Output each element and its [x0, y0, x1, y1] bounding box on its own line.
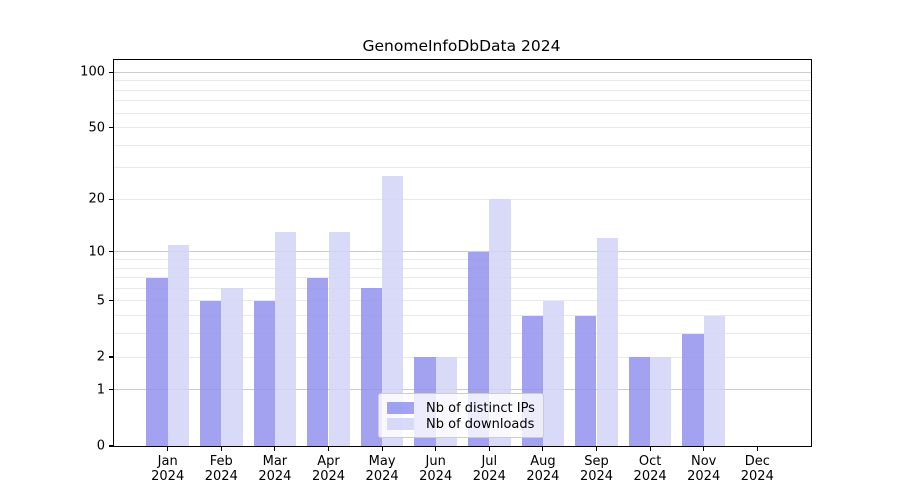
y-tick-mark-2 — [109, 356, 114, 358]
gridline-20 — [114, 198, 811, 200]
x-tick-mark-may — [381, 446, 383, 451]
bar-distinct-ips-feb — [199, 300, 222, 446]
gridline-90 — [114, 80, 811, 82]
bar-downloads-mar — [274, 232, 297, 446]
x-tick-label-may: May 2024 — [365, 454, 399, 484]
legend-item-distinct-ips: Nb of distinct IPs — [387, 400, 535, 416]
bar-distinct-ips-may — [360, 288, 383, 446]
x-tick-label-feb: Feb 2024 — [204, 454, 238, 484]
x-tick-mark-feb — [220, 446, 222, 451]
bar-downloads-jul — [489, 199, 511, 446]
x-tick-mark-apr — [327, 446, 330, 451]
x-tick-mark-aug — [542, 446, 544, 451]
x-tick-mark-jan — [167, 446, 169, 451]
x-tick-mark-dec — [756, 446, 758, 451]
gridline-7 — [114, 277, 811, 279]
bar-distinct-ips-apr — [307, 277, 329, 446]
x-tick-mark-jun — [435, 446, 437, 451]
bar-distinct-ips-oct — [628, 357, 651, 446]
y-tick-mark-100 — [109, 71, 114, 73]
bar-downloads-apr — [328, 232, 350, 446]
gridline-60 — [114, 112, 811, 114]
x-tick-label-nov: Nov 2024 — [687, 454, 721, 484]
x-tick-label-apr: Apr 2024 — [311, 454, 346, 484]
gridline-8 — [114, 267, 811, 269]
legend-swatch-downloads — [387, 418, 414, 430]
bar-downloads-nov — [703, 315, 726, 446]
y-tick-mark-20 — [109, 198, 114, 200]
y-tick-mark-1 — [109, 389, 114, 391]
y-tick-label-5: 5 — [96, 293, 105, 309]
x-tick-mark-mar — [274, 446, 276, 451]
x-tick-label-dec: Dec 2024 — [740, 454, 774, 484]
gridline-9 — [114, 258, 811, 260]
x-tick-label-jun: Jun 2024 — [419, 454, 453, 484]
x-tick-label-oct: Oct 2024 — [633, 454, 667, 484]
x-tick-mark-nov — [703, 446, 705, 451]
bar-downloads-feb — [221, 288, 243, 446]
gridline-70 — [114, 100, 811, 102]
bar-distinct-ips-nov — [682, 333, 704, 446]
bar-downloads-oct — [650, 357, 672, 446]
y-tick-mark-10 — [109, 251, 114, 253]
y-tick-mark-50 — [109, 126, 114, 129]
gridline-30 — [114, 167, 811, 169]
gridline-6 — [114, 287, 811, 289]
bar-distinct-ips-sep — [575, 315, 597, 446]
y-tick-label-20: 20 — [88, 191, 105, 207]
x-tick-mark-jul — [488, 446, 490, 451]
y-tick-label-2: 2 — [96, 349, 105, 365]
bar-downloads-jan — [167, 244, 190, 446]
legend-label-distinct-ips: Nb of distinct IPs — [426, 400, 535, 416]
legend-label-downloads: Nb of downloads — [426, 416, 535, 432]
gridline-50 — [114, 127, 811, 129]
legend-swatch-distinct-ips — [387, 402, 414, 414]
x-tick-mark-sep — [595, 446, 598, 451]
bar-downloads-may — [382, 176, 404, 446]
x-tick-label-aug: Aug 2024 — [526, 454, 560, 484]
legend-item-downloads: Nb of downloads — [387, 416, 535, 432]
bar-downloads-sep — [596, 238, 618, 446]
chart-title: GenomeInfoDbData 2024 — [362, 37, 561, 55]
gridline-5 — [114, 300, 811, 302]
y-tick-label-0: 0 — [96, 438, 105, 454]
legend: Nb of distinct IPs Nb of downloads — [378, 393, 544, 438]
y-tick-label-50: 50 — [88, 120, 105, 136]
bar-downloads-aug — [542, 300, 565, 446]
plot-area: 0 1 2 5 10 20 50 100 Jan 2024 Feb 2024 Mar 2024 Ap… — [80, 59, 812, 484]
gridline-40 — [114, 144, 811, 146]
x-tick-label-sep: Sep 2024 — [579, 454, 614, 484]
gridline-10 — [114, 251, 811, 253]
x-tick-label-jul: Jul 2024 — [472, 454, 506, 484]
gridline-100 — [114, 71, 811, 73]
y-tick-mark-0 — [109, 445, 114, 447]
y-tick-label-10: 10 — [88, 244, 105, 260]
gridline-3 — [114, 333, 811, 335]
y-tick-label-1: 1 — [96, 382, 105, 398]
gridline-2 — [114, 356, 811, 358]
x-tick-label-jan: Jan 2024 — [151, 454, 185, 484]
gridline-1 — [114, 389, 811, 391]
gridline-80 — [114, 89, 811, 91]
y-tick-mark-5 — [109, 300, 114, 302]
gridline-4 — [114, 315, 811, 317]
bar-distinct-ips-mar — [253, 300, 275, 446]
y-tick-label-100: 100 — [80, 64, 105, 80]
x-tick-label-mar: Mar 2024 — [258, 454, 292, 484]
x-tick-mark-oct — [649, 446, 651, 451]
bar-distinct-ips-jan — [146, 277, 168, 446]
